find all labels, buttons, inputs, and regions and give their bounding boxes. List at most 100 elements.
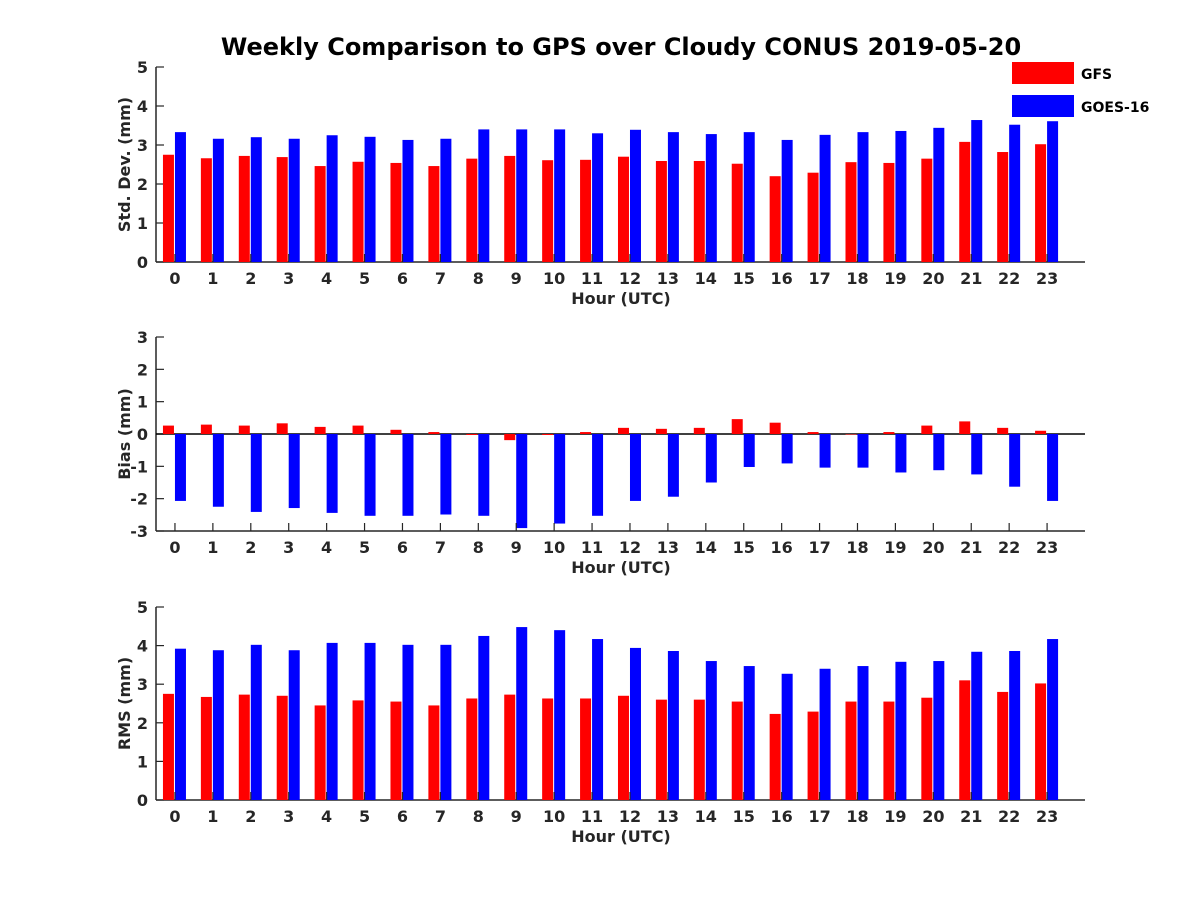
bar-gfs-3 bbox=[276, 423, 288, 434]
x-tick-label: 21 bbox=[960, 538, 982, 557]
bar-gfs-14 bbox=[693, 427, 705, 434]
bar-goes-16-23 bbox=[1047, 639, 1059, 800]
bar-gfs-10 bbox=[542, 160, 554, 262]
x-tick-label: 15 bbox=[733, 807, 755, 826]
x-tick-label: 12 bbox=[619, 807, 641, 826]
x-axis-label: Hour (UTC) bbox=[571, 827, 671, 846]
legend-label-goes-16: GOES-16 bbox=[1081, 100, 1149, 116]
y-tick-label: 0 bbox=[137, 425, 148, 444]
bar-goes-16-10 bbox=[554, 129, 566, 262]
bar-goes-16-7 bbox=[440, 138, 452, 262]
x-tick-label: 18 bbox=[846, 269, 868, 288]
bar-gfs-2 bbox=[238, 425, 250, 434]
x-tick-label: 9 bbox=[511, 269, 522, 288]
bar-gfs-7 bbox=[428, 705, 440, 800]
x-tick-label: 15 bbox=[733, 269, 755, 288]
bar-goes-16-4 bbox=[326, 434, 338, 513]
bar-goes-16-17 bbox=[819, 134, 831, 262]
x-tick-label: 22 bbox=[998, 269, 1020, 288]
x-tick-label: 9 bbox=[511, 807, 522, 826]
x-tick-label: 18 bbox=[846, 807, 868, 826]
x-tick-label: 1 bbox=[207, 807, 218, 826]
bar-goes-16-18 bbox=[857, 434, 869, 468]
x-tick-label: 23 bbox=[1036, 269, 1058, 288]
bar-gfs-9 bbox=[504, 155, 516, 262]
bar-gfs-6 bbox=[390, 162, 402, 262]
bar-gfs-9 bbox=[504, 434, 516, 441]
x-tick-label: 2 bbox=[245, 538, 256, 557]
bar-goes-16-0 bbox=[174, 434, 186, 501]
x-tick-label: 14 bbox=[695, 538, 717, 557]
x-tick-label: 0 bbox=[169, 807, 180, 826]
bar-goes-16-23 bbox=[1047, 434, 1059, 501]
x-tick-label: 12 bbox=[619, 269, 641, 288]
x-tick-label: 20 bbox=[922, 807, 944, 826]
bar-gfs-15 bbox=[731, 419, 743, 434]
bar-goes-16-1 bbox=[212, 434, 224, 507]
bar-gfs-10 bbox=[542, 434, 554, 435]
bar-gfs-16 bbox=[769, 176, 781, 262]
x-tick-label: 17 bbox=[808, 538, 830, 557]
bar-gfs-16 bbox=[769, 713, 781, 800]
y-tick-label: 5 bbox=[137, 58, 148, 77]
bar-gfs-21 bbox=[959, 680, 971, 800]
x-tick-label: 20 bbox=[922, 538, 944, 557]
bar-gfs-16 bbox=[769, 422, 781, 434]
x-tick-label: 8 bbox=[473, 807, 484, 826]
x-tick-label: 5 bbox=[359, 807, 370, 826]
x-tick-label: 17 bbox=[808, 269, 830, 288]
bar-gfs-18 bbox=[845, 701, 857, 800]
bar-gfs-23 bbox=[1035, 430, 1047, 434]
x-tick-label: 11 bbox=[581, 807, 603, 826]
legend-swatch-gfs bbox=[1012, 62, 1074, 84]
x-tick-label: 16 bbox=[771, 269, 793, 288]
bar-goes-16-1 bbox=[212, 138, 224, 262]
x-tick-label: 13 bbox=[657, 269, 679, 288]
x-tick-label: 8 bbox=[473, 269, 484, 288]
x-tick-label: 17 bbox=[808, 807, 830, 826]
bar-goes-16-9 bbox=[516, 129, 528, 262]
y-tick-label: 3 bbox=[137, 328, 148, 347]
bar-gfs-11 bbox=[580, 432, 592, 434]
x-tick-label: 4 bbox=[321, 807, 332, 826]
x-tick-label: 14 bbox=[695, 269, 717, 288]
bar-goes-16-3 bbox=[288, 138, 300, 262]
bar-gfs-5 bbox=[352, 425, 364, 434]
y-tick-label: 1 bbox=[137, 393, 148, 412]
y-tick-label: -1 bbox=[130, 457, 148, 476]
x-tick-label: 6 bbox=[397, 269, 408, 288]
bar-gfs-22 bbox=[997, 427, 1009, 434]
bar-goes-16-5 bbox=[364, 434, 376, 516]
y-tick-label: 4 bbox=[137, 637, 148, 656]
bar-gfs-21 bbox=[959, 421, 971, 434]
bar-gfs-11 bbox=[580, 159, 592, 262]
bar-goes-16-11 bbox=[592, 434, 604, 516]
bar-gfs-5 bbox=[352, 161, 364, 262]
x-tick-label: 10 bbox=[543, 807, 565, 826]
x-tick-label: 0 bbox=[169, 538, 180, 557]
x-tick-label: 23 bbox=[1036, 807, 1058, 826]
x-tick-label: 1 bbox=[207, 269, 218, 288]
y-tick-label: 1 bbox=[137, 752, 148, 771]
bar-gfs-19 bbox=[883, 701, 895, 800]
legend-label-gfs: GFS bbox=[1081, 67, 1112, 83]
bar-goes-16-17 bbox=[819, 668, 831, 800]
bar-gfs-19 bbox=[883, 162, 895, 262]
x-tick-label: 7 bbox=[435, 269, 446, 288]
x-tick-label: 3 bbox=[283, 269, 294, 288]
chart-title: Weekly Comparison to GPS over Cloudy CON… bbox=[221, 33, 1021, 61]
x-tick-label: 16 bbox=[771, 538, 793, 557]
bar-gfs-1 bbox=[200, 696, 212, 800]
y-axis-label: RMS (mm) bbox=[115, 657, 134, 750]
bar-goes-16-15 bbox=[743, 434, 755, 467]
bar-gfs-8 bbox=[466, 698, 478, 800]
x-tick-label: 15 bbox=[733, 538, 755, 557]
bar-gfs-23 bbox=[1035, 683, 1047, 800]
bar-goes-16-13 bbox=[667, 132, 679, 262]
x-tick-label: 21 bbox=[960, 807, 982, 826]
x-tick-label: 2 bbox=[245, 807, 256, 826]
bar-gfs-3 bbox=[276, 157, 288, 262]
x-tick-label: 7 bbox=[435, 807, 446, 826]
